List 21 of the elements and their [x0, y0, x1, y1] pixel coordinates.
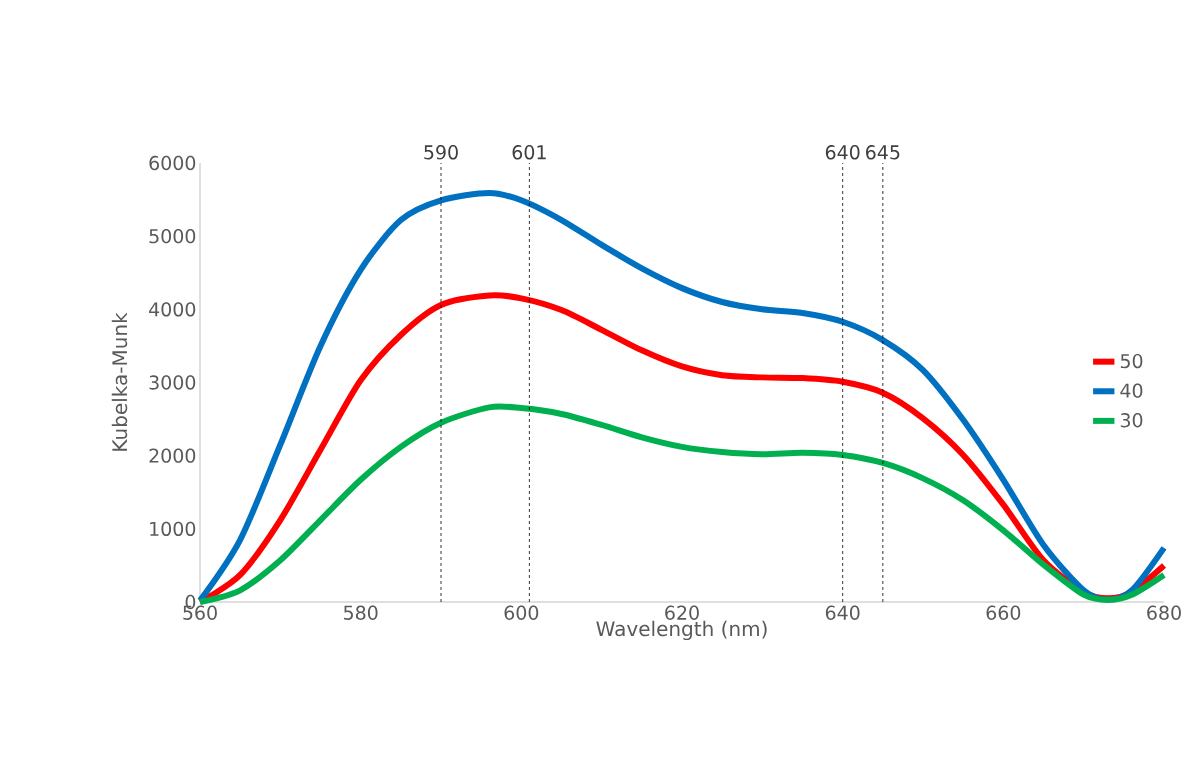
y-tick-label: 3000: [149, 375, 196, 390]
x-tick-label: 600: [504, 605, 539, 620]
x-tick-label: 620: [665, 605, 699, 620]
y-tick-label: 6000: [149, 155, 196, 171]
ref-line-label: 640: [825, 145, 860, 160]
ref-line-label: 590: [424, 145, 458, 160]
y-tick-label: 5000: [149, 228, 196, 244]
x-axis-title: Wavelength (nm): [596, 620, 767, 641]
legend-label: 40: [1120, 383, 1143, 398]
ref-line-label: 601: [512, 145, 546, 160]
x-tick-label: 680: [1147, 605, 1181, 620]
y-tick-label: 1000: [150, 521, 196, 537]
ref-line-label: 645: [866, 145, 900, 160]
x-tick-label: 640: [825, 605, 860, 620]
x-tick-label: 580: [344, 605, 378, 620]
legend-label: 50: [1120, 353, 1143, 369]
legend-label: 30: [1120, 413, 1143, 428]
y-tick-label: 2000: [149, 448, 196, 463]
x-tick-label: 660: [986, 605, 1021, 620]
y-tick-label: 4000: [149, 302, 196, 317]
y-axis-title: Kubelka-Munk: [111, 312, 128, 451]
